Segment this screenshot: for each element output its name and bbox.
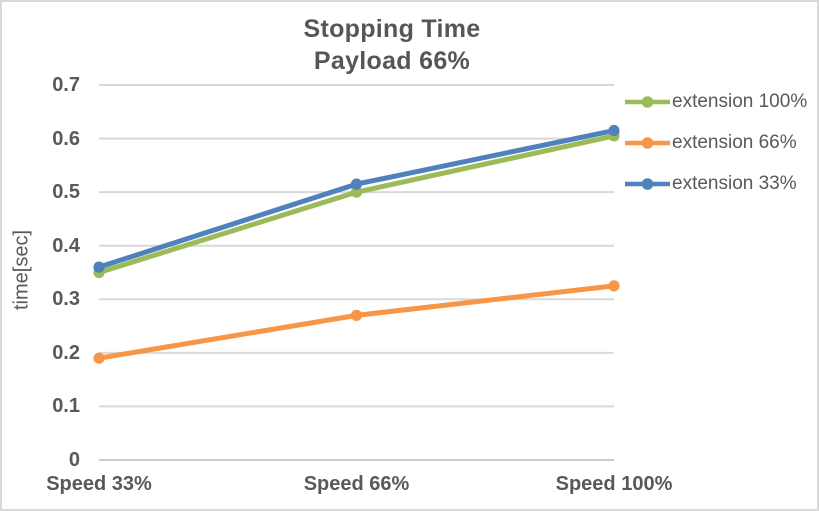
- legend-swatch-line-icon: [625, 137, 670, 149]
- legend-swatch-line-icon: [625, 178, 670, 190]
- data-point-marker: [93, 352, 105, 364]
- y-tick-label: 0.6: [52, 127, 80, 150]
- data-point-marker: [350, 178, 363, 190]
- y-tick-label: 0.1: [52, 395, 80, 418]
- y-tick-label: 0.7: [52, 74, 80, 96]
- x-tick-label: Speed 66%: [303, 473, 410, 495]
- y-tick-label: 0.4: [52, 234, 80, 257]
- series-line-0: [96, 133, 617, 275]
- data-point-marker: [608, 124, 620, 137]
- y-tick-label: 0.2: [52, 341, 80, 364]
- legend-item: extension 33%: [624, 171, 797, 197]
- x-tick-label: Speed 100%: [555, 473, 673, 495]
- chart-title: Stopping Time Payload 66%: [2, 13, 782, 77]
- y-tick-label: 0.3: [52, 288, 80, 311]
- legend-label: extension 100%: [672, 91, 808, 112]
- legend-item: extension 100%: [624, 89, 807, 115]
- x-tick-label: Speed 33%: [46, 473, 152, 495]
- chart-title-line1: Stopping Time: [303, 15, 481, 43]
- series-line-1: [96, 283, 617, 361]
- data-point-marker: [608, 280, 620, 292]
- y-tick-label: 0.5: [52, 181, 80, 204]
- legend-label: extension 33%: [672, 173, 797, 194]
- y-tick-label: 0: [68, 449, 80, 471]
- chart-title-line2: Payload 66%: [313, 47, 471, 75]
- data-point-marker: [350, 309, 363, 321]
- data-point-marker: [93, 261, 105, 273]
- legend-label: extension 66%: [672, 132, 797, 153]
- legend-swatch-line-icon: [625, 96, 670, 108]
- data-point-marker: [350, 186, 363, 198]
- legend-item: extension 66%: [624, 130, 797, 156]
